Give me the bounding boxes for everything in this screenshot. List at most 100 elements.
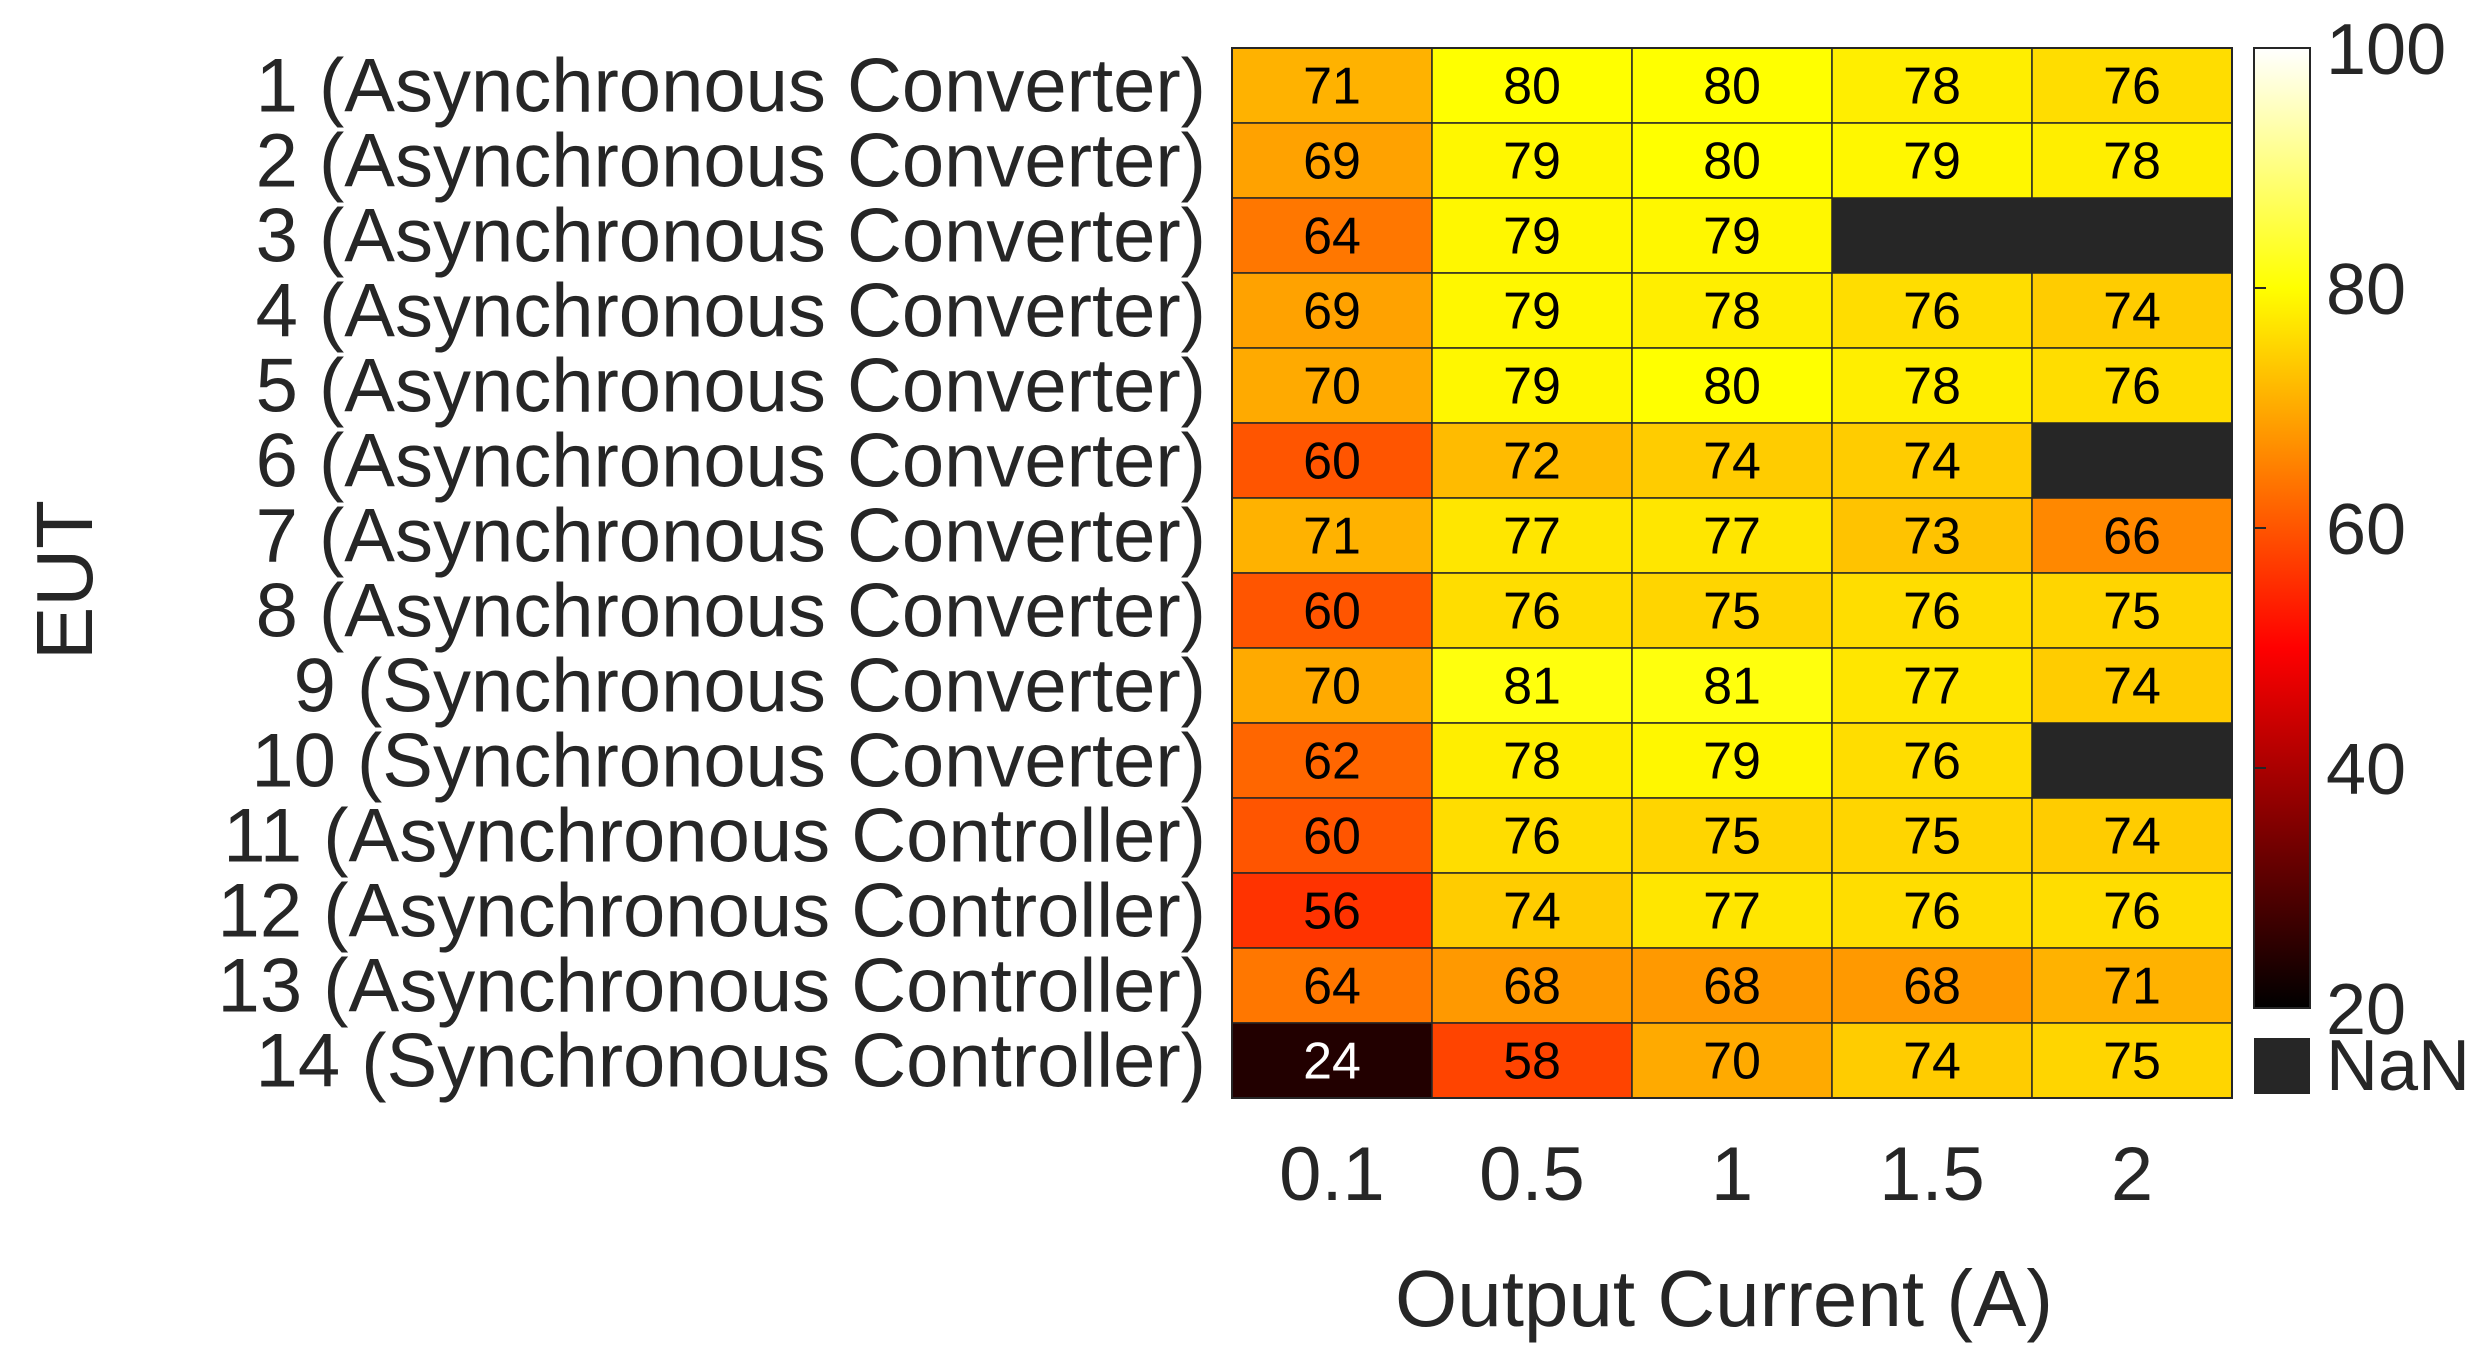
cell-value-label: 74	[2103, 283, 2161, 341]
cell-value-label: 60	[1303, 583, 1361, 641]
cell-value-label: 74	[2103, 808, 2161, 866]
heatmap-cell	[1832, 198, 2032, 273]
x-tick-labels: 0.1 0.5 1 1.5 2	[1279, 1132, 2153, 1217]
colorbar-tick-label: 60	[2326, 490, 2406, 570]
heatmap-cell	[2031, 647, 2233, 724]
cell-value-label: 70	[1703, 1033, 1761, 1091]
cell-value-label: 79	[1503, 283, 1561, 341]
y-tick-label: 8 (Asynchronous Converter)	[256, 569, 1206, 654]
cell-value-label: 78	[1903, 358, 1961, 416]
heatmap-cell	[1431, 197, 1633, 274]
x-tick-label: 0.5	[1479, 1132, 1585, 1217]
cell-value-label: 69	[1303, 133, 1361, 191]
cell-value-label: 68	[1503, 958, 1561, 1016]
heatmap-cell	[1631, 122, 1833, 199]
heatmap-cell	[1631, 947, 1833, 1024]
cell-value-label: 76	[2103, 358, 2161, 416]
y-tick-label: 3 (Asynchronous Converter)	[256, 194, 1206, 279]
cell-value-label: 24	[1303, 1033, 1361, 1091]
cell-value-label: 76	[1503, 583, 1561, 641]
heatmap-cell	[1231, 497, 1433, 574]
cell-value-label: 76	[1503, 808, 1561, 866]
cell-value-label: 77	[1703, 883, 1761, 941]
cell-value-label: 60	[1303, 433, 1361, 491]
cell-value-label: 74	[1903, 1033, 1961, 1091]
heatmap-cell	[2031, 47, 2233, 124]
heatmap-cell	[1831, 47, 2033, 124]
heatmap-cell	[1831, 347, 2033, 424]
y-tick-label: 5 (Asynchronous Converter)	[256, 344, 1206, 429]
cell-value-label: 79	[1703, 733, 1761, 791]
heatmap-cell	[1431, 797, 1633, 874]
heatmap-cell	[2031, 872, 2233, 949]
heatmap-cell	[1431, 647, 1633, 724]
cell-value-label: 75	[1703, 808, 1761, 866]
cell-value-label: 78	[1703, 283, 1761, 341]
heatmap-cell	[1831, 797, 2033, 874]
heatmap-cell	[1231, 122, 1433, 199]
heatmap-cell	[1231, 722, 1433, 799]
cell-value-label: 76	[2103, 58, 2161, 116]
nan-swatch	[2254, 1038, 2310, 1094]
x-tick-label: 1.5	[1879, 1132, 1985, 1217]
heatmap-cells	[1231, 47, 2233, 1099]
heatmap-cell	[1231, 797, 1433, 874]
colorbar-tick-label: 20	[2326, 970, 2406, 1050]
x-tick-label: 0.1	[1279, 1132, 1385, 1217]
cell-value-label: 58	[1503, 1033, 1561, 1091]
y-tick-label: 13 (Asynchronous Controller)	[218, 944, 1206, 1029]
cell-value-label: 81	[1503, 658, 1561, 716]
cell-value-label: 74	[2103, 658, 2161, 716]
cell-value-label: 74	[1703, 433, 1761, 491]
cell-value-label: 76	[1903, 283, 1961, 341]
heatmap-cell	[1831, 497, 2033, 574]
colorbar-tick-labels: 20 40 60 80 100	[2254, 10, 2446, 1050]
heatmap-cell	[2032, 723, 2232, 798]
cell-value-label: 62	[1303, 733, 1361, 791]
y-tick-label: 12 (Asynchronous Controller)	[218, 869, 1206, 954]
y-tick-label: 11 (Asynchronous Controller)	[223, 794, 1206, 879]
cell-value-label: 72	[1503, 433, 1561, 491]
colorbar-tick-label: 40	[2326, 730, 2406, 810]
heatmap-cell	[1631, 272, 1833, 349]
y-tick-label: 7 (Asynchronous Converter)	[256, 494, 1206, 579]
heatmap-cell	[1831, 572, 2033, 649]
y-tick-label: 2 (Asynchronous Converter)	[256, 119, 1206, 204]
cell-value-label: 79	[1703, 208, 1761, 266]
heatmap-cell	[2032, 423, 2232, 498]
cell-value-label: 68	[1903, 958, 1961, 1016]
cell-value-label: 77	[1503, 508, 1561, 566]
cell-value-label: 70	[1303, 658, 1361, 716]
heatmap-cell	[1631, 572, 1833, 649]
heatmap-cell	[1631, 647, 1833, 724]
heatmap-cell	[1631, 872, 1833, 949]
cell-value-label: 78	[1903, 58, 1961, 116]
heatmap-cell	[1231, 47, 1433, 124]
heatmap-cell	[1431, 497, 1633, 574]
y-tick-label: 10 (Synchronous Converter)	[251, 719, 1206, 804]
heatmap-cell	[1231, 647, 1433, 724]
heatmap-cell	[2031, 272, 2233, 349]
heatmap-cell	[1831, 722, 2033, 799]
cell-value-label: 79	[1503, 358, 1561, 416]
cell-value-label: 79	[1503, 208, 1561, 266]
heatmap-cell	[1631, 197, 1833, 274]
colorbar-tick-label: 80	[2326, 250, 2406, 330]
heatmap-cell	[2031, 572, 2233, 649]
x-axis-title: Output Current (A)	[1395, 1254, 2053, 1343]
heatmap-cell	[1831, 872, 2033, 949]
cell-value-label: 70	[1303, 358, 1361, 416]
cell-value-label: 71	[1303, 508, 1361, 566]
cell-value-label: 77	[1903, 658, 1961, 716]
heatmap-cell	[1831, 272, 2033, 349]
cell-value-label: 66	[2103, 508, 2161, 566]
x-tick-label: 2	[2111, 1132, 2153, 1217]
y-tick-label: 1 (Asynchronous Converter)	[256, 44, 1206, 129]
y-tick-label: 9 (Synchronous Converter)	[294, 644, 1206, 729]
cell-value-label: 64	[1303, 958, 1361, 1016]
heatmap-cell	[1431, 422, 1633, 499]
heatmap-cell	[2031, 122, 2233, 199]
heatmap-cell	[1431, 872, 1633, 949]
cell-value-label: 79	[1503, 133, 1561, 191]
